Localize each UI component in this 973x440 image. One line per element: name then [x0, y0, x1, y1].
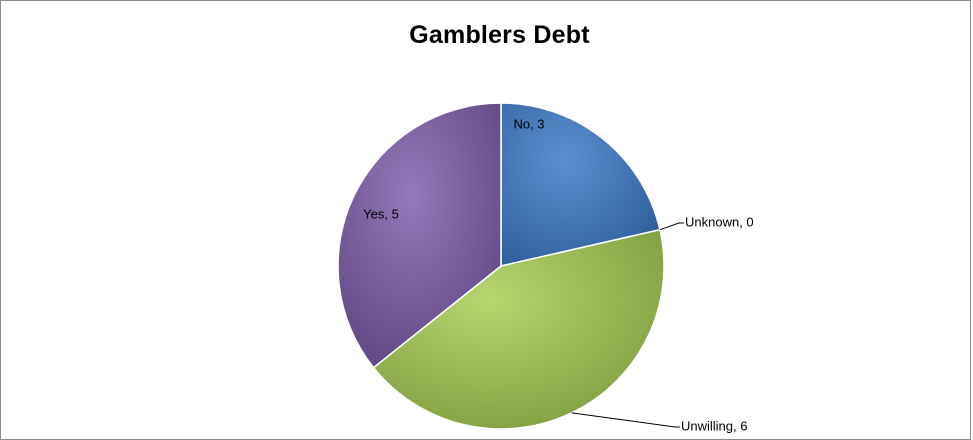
data-label-no: No, 3: [513, 116, 544, 131]
data-label-unknown: Unknown, 0: [685, 214, 754, 229]
chart-title: Gamblers Debt: [409, 21, 590, 49]
leaders-layer: [571, 222, 684, 428]
leader-line-unknown: [659, 222, 684, 231]
pie-slice-no: [500, 102, 661, 267]
data-label-unwilling: Unwilling, 6: [681, 418, 747, 433]
pie-slice-yes: [337, 102, 502, 369]
slices-layer: [337, 102, 665, 430]
labels-layer: No, 3 Unknown, 0 Unwilling, 6 Yes, 5: [363, 116, 753, 433]
data-label-yes: Yes, 5: [363, 206, 399, 221]
leader-line-unwilling: [571, 412, 680, 428]
